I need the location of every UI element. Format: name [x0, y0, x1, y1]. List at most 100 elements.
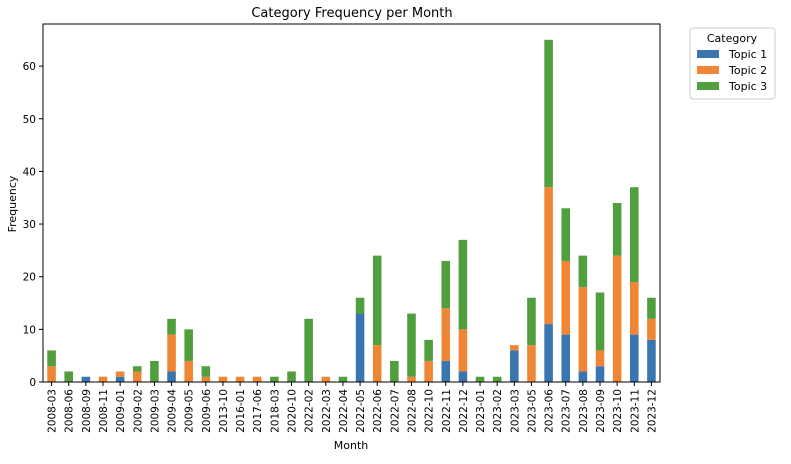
bar-topic-2-2009-05 [184, 361, 193, 382]
bar-topic-3-2009-04 [167, 319, 176, 335]
x-tick-label: 2022-12 [458, 389, 470, 433]
bar-topic-2-2017-06 [253, 377, 262, 382]
x-tick-label: 2022-04 [338, 389, 350, 433]
bar-topic-2-2023-10 [613, 256, 622, 382]
x-tick-label: 2023-09 [595, 389, 607, 433]
bar-topic-3-2008-03 [47, 350, 56, 366]
x-tick-label: 2022-06 [372, 389, 384, 433]
x-tick-label: 2008-09 [81, 389, 93, 433]
x-tick-label: 2023-10 [612, 389, 624, 433]
bar-topic-2-2023-03 [510, 345, 519, 350]
x-tick-label: 2023-05 [526, 389, 538, 433]
bar-topic-3-2009-05 [184, 329, 193, 361]
x-tick-label: 2020-10 [287, 389, 299, 433]
bar-topic-2-2023-05 [527, 345, 536, 382]
x-tick-label: 2009-06 [201, 389, 213, 433]
bar-topic-3-2018-03 [270, 377, 279, 382]
x-tick-label: 2023-11 [629, 389, 641, 433]
legend-title: Category [707, 32, 758, 45]
bar-topic-3-2022-12 [459, 240, 468, 330]
y-axis: 0102030405060 [23, 61, 43, 389]
y-tick-label: 0 [29, 377, 36, 389]
bar-topic-2-2009-02 [133, 371, 142, 382]
x-tick-label: 2023-01 [475, 389, 487, 433]
bar-topic-1-2008-09 [82, 377, 91, 382]
x-tick-label: 2008-11 [98, 389, 110, 433]
x-tick-label: 2023-08 [578, 389, 590, 433]
x-tick-label: 2009-04 [167, 389, 179, 433]
bar-topic-2-2022-11 [441, 308, 450, 361]
bar-topic-1-2023-07 [561, 335, 570, 382]
bar-topic-1-2022-11 [441, 361, 450, 382]
bar-topic-3-2020-10 [287, 371, 296, 382]
bar-topic-3-2022-05 [356, 298, 365, 314]
bar-topic-2-2009-01 [116, 371, 125, 376]
bar-topic-3-2009-02 [133, 366, 142, 371]
legend-label: Topic 1 [728, 48, 767, 61]
x-tick-label: 2022-08 [406, 389, 418, 433]
bar-topic-2-2016-01 [236, 377, 245, 382]
y-tick-label: 10 [23, 324, 36, 336]
bar-topic-3-2023-08 [579, 256, 588, 288]
bar-topic-3-2022-08 [407, 314, 416, 377]
x-tick-label: 2009-03 [149, 389, 161, 433]
bar-topic-2-2023-09 [596, 350, 605, 366]
bar-topic-1-2022-05 [356, 314, 365, 382]
bar-topic-3-2009-06 [202, 366, 211, 377]
x-tick-label: 2022-11 [441, 389, 453, 433]
bar-topic-3-2023-12 [647, 298, 656, 319]
bar-topic-3-2023-01 [476, 377, 485, 382]
x-axis: 2008-032008-062008-092008-112009-012009-… [47, 382, 659, 433]
bar-topic-3-2008-06 [64, 371, 73, 382]
bar-topic-3-2009-03 [150, 361, 159, 382]
x-tick-label: 2023-06 [544, 389, 556, 433]
bar-topic-1-2009-04 [167, 371, 176, 382]
x-tick-label: 2008-06 [64, 389, 76, 433]
bar-topic-3-2023-09 [596, 293, 605, 351]
x-tick-label: 2023-12 [646, 389, 658, 433]
bar-topic-2-2023-12 [647, 319, 656, 340]
bar-topic-1-2023-12 [647, 340, 656, 382]
bar-topic-1-2023-03 [510, 350, 519, 382]
bar-topic-2-2013-10 [219, 377, 228, 382]
bars-layer [47, 40, 655, 382]
legend-swatch-topic-1 [697, 50, 719, 58]
bar-topic-2-2009-06 [202, 377, 211, 382]
legend-label: Topic 3 [728, 80, 767, 93]
bar-topic-3-2022-10 [424, 340, 433, 361]
x-tick-label: 2009-05 [184, 389, 196, 433]
bar-topic-3-2022-04 [339, 377, 348, 382]
legend-swatch-topic-3 [697, 82, 719, 90]
bar-topic-1-2022-12 [459, 371, 468, 382]
x-tick-label: 2022-10 [424, 389, 436, 433]
x-tick-label: 2023-03 [509, 389, 521, 433]
x-tick-label: 2022-05 [355, 389, 367, 433]
chart-title: Category Frequency per Month [251, 6, 452, 21]
x-tick-label: 2022-03 [321, 389, 333, 433]
bar-topic-2-2022-03 [322, 377, 331, 382]
bar-topic-2-2023-07 [561, 261, 570, 335]
bar-topic-3-2023-07 [561, 208, 570, 261]
x-tick-label: 2009-01 [115, 389, 127, 433]
bar-topic-3-2023-02 [493, 377, 502, 382]
y-axis-label: Frequency [6, 175, 19, 232]
x-tick-label: 2016-01 [235, 389, 247, 433]
x-tick-label: 2023-07 [561, 389, 573, 433]
x-tick-label: 2022-07 [389, 389, 401, 433]
x-tick-label: 2013-10 [218, 389, 230, 433]
bar-topic-3-2022-02 [304, 319, 313, 382]
bar-topic-3-2023-11 [630, 187, 639, 282]
x-axis-label: Month [334, 439, 369, 452]
bar-topic-3-2022-11 [441, 261, 450, 308]
bar-topic-2-2009-04 [167, 335, 176, 372]
bar-topic-2-2022-06 [373, 345, 382, 382]
x-tick-label: 2017-06 [252, 389, 264, 433]
bar-topic-3-2023-06 [544, 40, 553, 187]
y-tick-label: 20 [23, 272, 36, 284]
bar-topic-2-2022-10 [424, 361, 433, 382]
x-tick-label: 2009-02 [132, 389, 144, 433]
bar-topic-1-2023-11 [630, 335, 639, 382]
bar-topic-3-2023-05 [527, 298, 536, 345]
legend-swatch-topic-2 [697, 66, 719, 74]
